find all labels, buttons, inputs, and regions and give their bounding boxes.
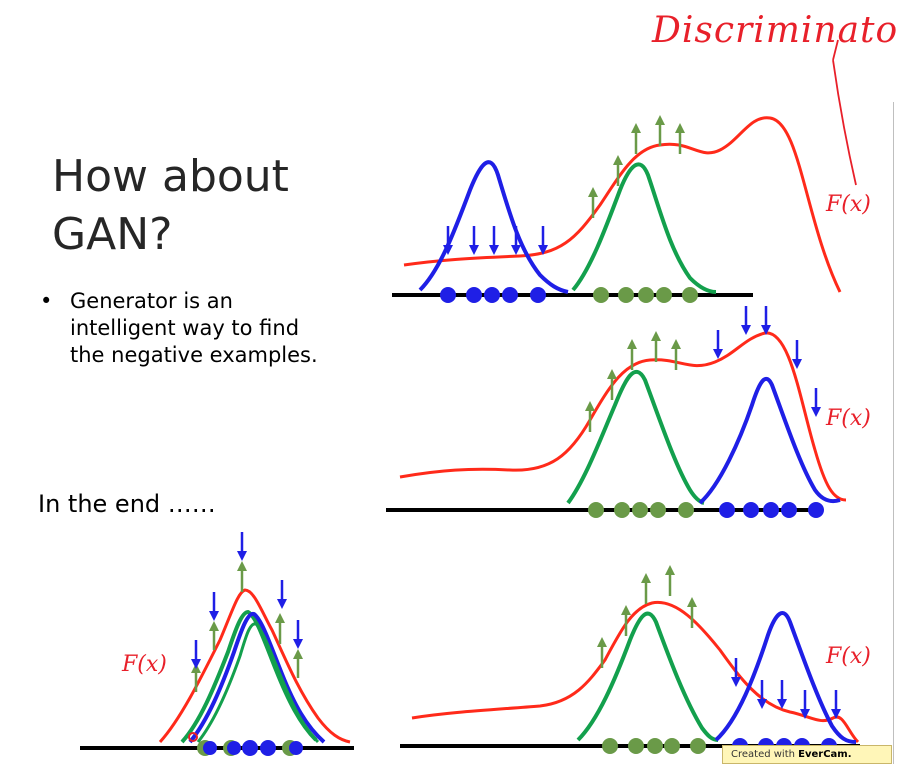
- panel-2-generated-curve: [698, 377, 841, 505]
- panel-2-generated-points: [719, 502, 824, 518]
- panel-3-up-arrows: [597, 565, 697, 668]
- title-line-2: GAN?: [52, 209, 173, 260]
- discriminator-annotation: Discriminator: [652, 10, 899, 51]
- bullet-line-3: the negative examples.: [70, 343, 318, 367]
- panel-1: [392, 115, 842, 303]
- fx-label-panel-2: F(x): [826, 406, 871, 431]
- panel-4-real-curve: [180, 609, 318, 744]
- panel-3-down-arrows: [731, 658, 841, 719]
- fx-label-panel-3: F(x): [826, 644, 871, 669]
- panel-3-generated-curve: [714, 611, 857, 744]
- panel-4-up-arrows: [191, 561, 303, 692]
- panel-4-generated-curve: [188, 611, 326, 744]
- panel-1-up-arrows: [588, 115, 685, 218]
- slide-edge-line: [893, 102, 894, 764]
- annotation-pointer: [832, 39, 857, 186]
- panel-4-real-curve-inner: [196, 622, 320, 744]
- panel-1-real-points: [593, 287, 698, 303]
- panel-3-real-points: [602, 738, 706, 754]
- panel-1-down-arrows: [443, 226, 548, 255]
- panel-2-down-arrows: [713, 306, 821, 417]
- bullet-item: • Generator is an intelligent way to fin…: [36, 288, 366, 369]
- panel-4-discriminator-curve: [158, 588, 351, 744]
- evercam-watermark: Created with EverCam.: [722, 745, 892, 764]
- bullet-dot: •: [40, 289, 53, 313]
- watermark-prefix: Created with: [731, 749, 799, 760]
- fx-label-panel-4: F(x): [122, 652, 167, 677]
- panel-4-down-arrows: [191, 532, 303, 669]
- watermark-brand: EverCam.: [798, 749, 852, 760]
- fx-label-panel-1: F(x): [826, 192, 871, 217]
- panel-1-real-curve: [571, 162, 717, 294]
- panel-2-discriminator-curve: [399, 331, 847, 502]
- end-heading: In the end ……: [38, 490, 216, 518]
- panel-4: [80, 532, 354, 756]
- panel-3-discriminator-curve: [411, 600, 860, 744]
- panel-3: [400, 565, 860, 754]
- panel-2-up-arrows: [585, 331, 681, 432]
- panel-2: [386, 306, 847, 518]
- panel-3-real-curve: [576, 611, 719, 742]
- slide-title: How about GAN?: [52, 148, 289, 264]
- panel-2-real-points: [588, 502, 694, 518]
- bullet-text: Generator is an intelligent way to find …: [62, 288, 318, 369]
- panel-2-real-curve: [566, 370, 705, 505]
- panel-1-generated-points: [440, 287, 546, 303]
- bullet-line-1: Generator is an: [70, 289, 233, 313]
- panel-1-discriminator-curve: [403, 116, 842, 293]
- panel-4-points: [188, 732, 303, 756]
- title-line-1: How about: [52, 151, 289, 202]
- bullet-line-2: intelligent way to find: [70, 316, 300, 340]
- panel-1-generated-curve: [418, 160, 569, 294]
